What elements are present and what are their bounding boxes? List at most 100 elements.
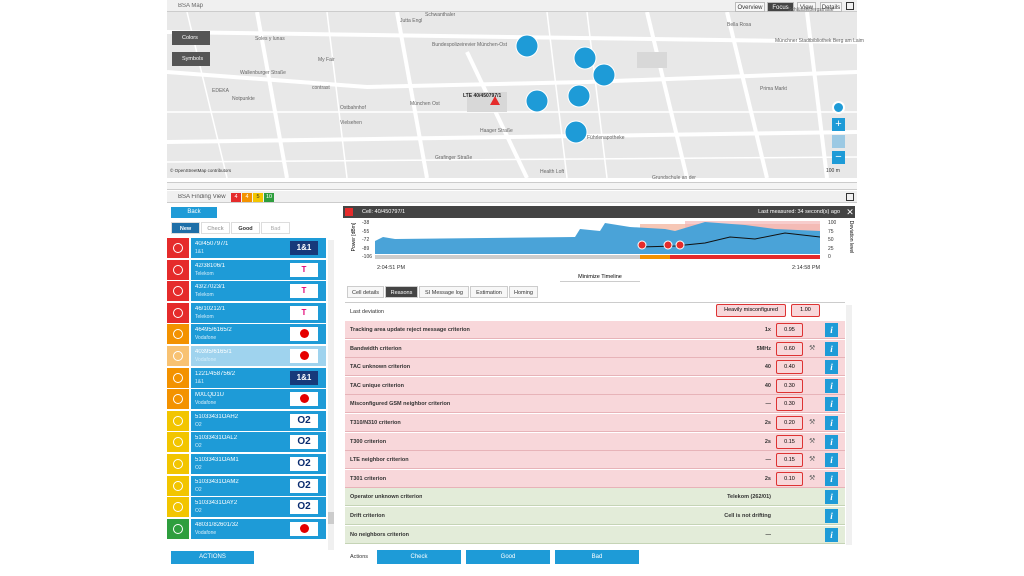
criterion-value: 2s <box>764 438 771 445</box>
operator-logo: O2 <box>290 413 318 428</box>
y2-tick-label: 50 <box>828 237 834 243</box>
cell-id: 43/27023/1 <box>195 284 226 291</box>
close-button[interactable]: ✕ <box>846 207 854 217</box>
map-label: Prima Markt <box>760 86 787 92</box>
y-tick-label: -55 <box>362 228 370 235</box>
detail-tab[interactable]: Cell details <box>347 286 384 298</box>
detail-tab[interactable]: Estimation <box>470 286 508 298</box>
deviation-score: 1.00 <box>791 304 820 317</box>
cell-operator: O2 <box>195 486 202 493</box>
finding-title: BSA Finding View <box>178 194 226 200</box>
antenna-icon <box>173 372 183 383</box>
scroll-thumb <box>328 512 334 524</box>
cell-id: 42/38106/1 <box>195 262 226 269</box>
info-button[interactable]: i <box>825 434 838 449</box>
info-button[interactable]: i <box>825 509 838 523</box>
antenna-icon <box>173 243 183 253</box>
detail-tab[interactable]: SI Message log <box>419 286 469 298</box>
info-button[interactable]: i <box>825 527 838 542</box>
info-button[interactable]: i <box>825 323 838 337</box>
scale: 100 m <box>826 168 840 174</box>
cell-id: 46/10212/1 <box>195 305 226 312</box>
zoom-button[interactable]: + <box>832 118 845 131</box>
map-tab[interactable]: Details <box>820 2 842 12</box>
y-label: Power [dBm] <box>351 222 357 252</box>
criterion-name: LTE neighbor criterion <box>350 457 409 464</box>
criterion-row <box>345 432 845 451</box>
action-button[interactable]: Bad <box>555 550 639 564</box>
criterion-value: 5MHz <box>756 345 771 352</box>
criterion-score: 0.15 <box>776 453 803 468</box>
cell-id: 51033431OAH2 <box>195 413 239 420</box>
actions-button[interactable]: ACTIONS <box>171 551 254 564</box>
operator-logo: O2 <box>290 457 318 471</box>
info-button[interactable]: i <box>825 471 838 486</box>
map-label: My Fair <box>318 57 335 63</box>
zoom-button[interactable]: − <box>832 151 845 164</box>
map-title: BSA Map <box>178 3 204 9</box>
y-tick-label: -38 <box>362 220 370 226</box>
operator-logo: O2 <box>290 500 318 515</box>
filter-tab[interactable]: Good <box>231 222 260 234</box>
filter-tab[interactable]: Bad <box>261 222 290 234</box>
y2-tick-label: 25 <box>828 245 834 252</box>
info-button[interactable]: i <box>825 341 838 356</box>
criterion-value: 1x <box>764 327 771 333</box>
y2-tick-label: 0 <box>828 254 831 260</box>
panel-icon <box>846 2 854 10</box>
locate-button[interactable] <box>832 101 845 114</box>
table-frame <box>345 302 845 545</box>
antenna-icon <box>173 329 183 340</box>
actions-label: Actions <box>350 554 369 560</box>
timeline <box>375 221 820 259</box>
scrollbar <box>328 240 334 550</box>
criterion-row <box>345 469 845 488</box>
fix-icon: ⚒ <box>809 344 816 352</box>
cell-operator: 1&1 <box>195 378 204 385</box>
fix-icon: ⚒ <box>809 456 816 464</box>
criterion-name: Tracking area update reject message crit… <box>350 327 470 333</box>
map-tab[interactable]: Focus <box>767 2 794 12</box>
cell-title: Cell: 40/450797/1 <box>362 209 406 215</box>
info-button[interactable]: i <box>825 378 838 393</box>
map-label: Schlüsselbergstraße <box>788 7 834 13</box>
criterion-name: TAC unique criterion <box>350 382 404 389</box>
action-button[interactable]: Good <box>466 550 550 564</box>
criterion-name: Operator unknown criterion <box>350 494 423 501</box>
cell-id: 40395/6165/1 <box>195 349 232 355</box>
finding-header <box>167 191 857 203</box>
info-button[interactable]: i <box>825 397 838 412</box>
criterion-name: T301 criterion <box>350 475 387 482</box>
panel-icon <box>846 193 854 201</box>
map-label: Jutta Engl <box>400 18 423 24</box>
operator-logo: 1&1 <box>290 370 318 385</box>
map-tab[interactable]: View <box>797 2 816 12</box>
criterion-score: 0.95 <box>776 323 803 337</box>
antenna-icon <box>173 394 183 405</box>
info-button[interactable]: i <box>825 416 838 430</box>
filter-tab[interactable]: Check <box>201 222 230 234</box>
back-button[interactable]: Back <box>171 207 217 218</box>
info-button[interactable]: i <box>825 453 838 468</box>
minimize-button[interactable]: Minimize Timeline <box>560 272 640 282</box>
map-button[interactable]: Colors <box>172 31 210 45</box>
map-label: Soles y lunas <box>255 36 285 42</box>
info-button[interactable]: i <box>825 490 838 505</box>
map-label: Grafinger Straße <box>435 155 473 161</box>
criterion-name: Misconfigured GSM neighbor criterion <box>350 401 451 408</box>
criterion-score: 0.30 <box>776 397 803 412</box>
fix-icon: ⚒ <box>809 419 816 426</box>
detail-tab[interactable]: Reasons <box>385 286 418 298</box>
detail-tab[interactable]: Homing <box>509 286 538 298</box>
criterion-value: — <box>765 401 772 408</box>
cell-operator: Telekom <box>195 270 214 277</box>
filter-tab[interactable]: New <box>171 222 200 234</box>
map-button[interactable]: Symbols <box>172 52 210 66</box>
y-tick-label: -72 <box>362 237 370 243</box>
info-button[interactable]: i <box>825 360 838 375</box>
action-button[interactable]: Check <box>377 550 461 564</box>
cell-operator: O2 <box>195 421 202 428</box>
antenna-icon <box>173 437 183 448</box>
map-tab[interactable]: Overview <box>735 2 765 12</box>
